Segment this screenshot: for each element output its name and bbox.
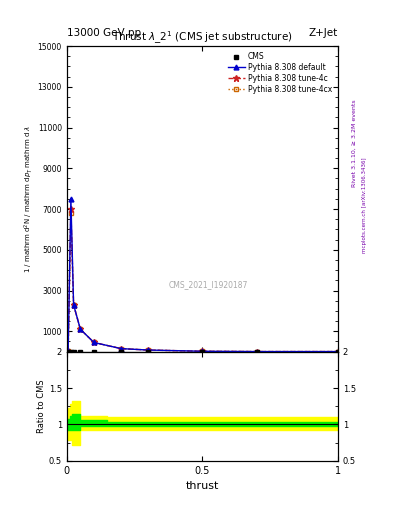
Text: Z+Jet: Z+Jet: [309, 28, 338, 38]
Pythia 8.308 tune-4cx: [71, 302, 76, 308]
Pythia 8.308 default: [254, 349, 259, 355]
CMS: [200, 349, 205, 355]
CMS: [92, 349, 96, 355]
CMS: [254, 349, 259, 355]
Pythia 8.308 default: [71, 302, 76, 308]
Pythia 8.308 tune-4c: [146, 347, 151, 353]
Pythia 8.308 default: [78, 326, 83, 332]
Pythia 8.308 default: [92, 339, 96, 346]
Pythia 8.308 tune-4c: [71, 302, 76, 308]
Pythia 8.308 tune-4c: [336, 349, 340, 355]
X-axis label: thrust: thrust: [186, 481, 219, 491]
Text: Rivet 3.1.10, ≥ 3.2M events: Rivet 3.1.10, ≥ 3.2M events: [352, 99, 357, 187]
Y-axis label: Ratio to CMS: Ratio to CMS: [37, 379, 46, 433]
CMS: [78, 349, 83, 355]
CMS: [119, 349, 123, 355]
CMS: [336, 349, 340, 355]
Pythia 8.308 default: [68, 196, 73, 202]
Pythia 8.308 default: [200, 348, 205, 354]
Line: Pythia 8.308 default: Pythia 8.308 default: [66, 197, 340, 354]
CMS: [71, 349, 76, 355]
Title: Thrust $\lambda\_2^1$ (CMS jet substructure): Thrust $\lambda\_2^1$ (CMS jet substruct…: [112, 30, 293, 46]
Pythia 8.308 tune-4c: [92, 339, 96, 346]
CMS: [66, 349, 70, 355]
Pythia 8.308 tune-4c: [254, 349, 259, 355]
CMS: [68, 349, 73, 355]
Text: CMS_2021_I1920187: CMS_2021_I1920187: [168, 280, 248, 289]
Text: 13000 GeV pp: 13000 GeV pp: [67, 28, 141, 38]
Pythia 8.308 tune-4c: [200, 348, 205, 354]
Pythia 8.308 tune-4cx: [66, 348, 70, 354]
Pythia 8.308 tune-4c: [66, 348, 70, 354]
Y-axis label: 1 / mathrm d$^2$N / mathrm d$p_T$ mathrm d $\lambda$: 1 / mathrm d$^2$N / mathrm d$p_T$ mathrm…: [22, 125, 35, 273]
Pythia 8.308 tune-4cx: [119, 346, 123, 352]
CMS: [146, 349, 151, 355]
Pythia 8.308 tune-4cx: [254, 349, 259, 355]
Pythia 8.308 tune-4cx: [78, 326, 83, 332]
Pythia 8.308 default: [336, 349, 340, 355]
Legend: CMS, Pythia 8.308 default, Pythia 8.308 tune-4c, Pythia 8.308 tune-4cx: CMS, Pythia 8.308 default, Pythia 8.308 …: [226, 50, 334, 96]
Pythia 8.308 tune-4c: [119, 346, 123, 352]
Pythia 8.308 tune-4cx: [146, 347, 151, 353]
Pythia 8.308 tune-4cx: [200, 348, 205, 354]
Pythia 8.308 tune-4c: [68, 206, 73, 212]
Pythia 8.308 default: [119, 346, 123, 352]
Text: mcplots.cern.ch [arXiv:1306.3436]: mcplots.cern.ch [arXiv:1306.3436]: [362, 157, 367, 252]
Pythia 8.308 tune-4cx: [68, 210, 73, 216]
Pythia 8.308 tune-4cx: [92, 339, 96, 346]
Pythia 8.308 tune-4c: [78, 326, 83, 332]
Pythia 8.308 tune-4cx: [336, 349, 340, 355]
Line: Pythia 8.308 tune-4cx: Pythia 8.308 tune-4cx: [66, 211, 340, 354]
Pythia 8.308 default: [66, 348, 70, 354]
Line: Pythia 8.308 tune-4c: Pythia 8.308 tune-4c: [65, 206, 342, 355]
Line: CMS: CMS: [66, 349, 340, 354]
Pythia 8.308 default: [146, 347, 151, 353]
